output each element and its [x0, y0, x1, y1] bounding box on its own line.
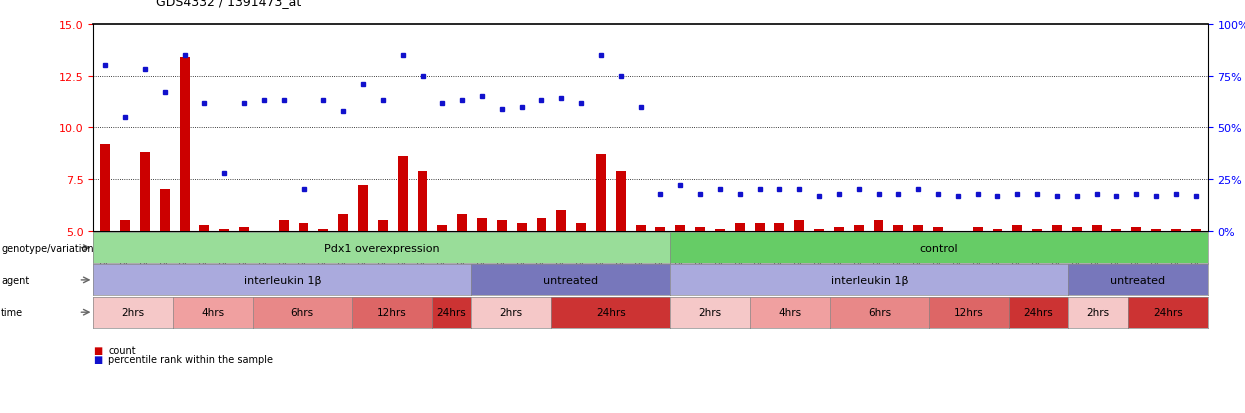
Bar [636, 225, 646, 231]
Bar [437, 225, 447, 231]
Bar [894, 225, 904, 231]
Text: 2hrs: 2hrs [698, 307, 722, 318]
Bar [239, 227, 249, 231]
Bar [199, 225, 209, 231]
Bar [179, 58, 189, 231]
Text: count: count [108, 346, 136, 356]
Text: 6hrs: 6hrs [291, 307, 314, 318]
Bar [1052, 225, 1062, 231]
Text: ■: ■ [93, 354, 102, 364]
Text: genotype/variation: genotype/variation [1, 243, 93, 253]
Bar [735, 223, 745, 231]
Bar [139, 153, 149, 231]
Bar [1132, 227, 1142, 231]
Text: percentile rank within the sample: percentile rank within the sample [108, 354, 274, 364]
Bar [457, 215, 467, 231]
Bar [537, 219, 547, 231]
Bar [655, 227, 665, 231]
Text: 4hrs: 4hrs [778, 307, 802, 318]
Bar [219, 229, 229, 231]
Bar [417, 171, 427, 231]
Bar [1112, 229, 1122, 231]
Bar [1092, 225, 1102, 231]
Text: Pdx1 overexpression: Pdx1 overexpression [324, 243, 439, 253]
Bar [101, 145, 111, 231]
Text: 12hrs: 12hrs [954, 307, 984, 318]
Bar [159, 190, 169, 231]
Bar [715, 229, 725, 231]
Bar [1172, 229, 1182, 231]
Bar [596, 155, 606, 231]
Bar [754, 223, 764, 231]
Bar [914, 225, 923, 231]
Bar [616, 171, 626, 231]
Text: interleukin 1β: interleukin 1β [244, 275, 321, 285]
Text: 6hrs: 6hrs [868, 307, 891, 318]
Bar [299, 223, 309, 231]
Bar [794, 221, 804, 231]
Text: 12hrs: 12hrs [377, 307, 407, 318]
Bar [339, 215, 349, 231]
Text: 4hrs: 4hrs [202, 307, 224, 318]
Bar [834, 227, 844, 231]
Bar [497, 221, 507, 231]
Bar [774, 223, 784, 231]
Text: control: control [920, 243, 959, 253]
Bar [933, 227, 942, 231]
Bar [814, 229, 824, 231]
Bar [378, 221, 387, 231]
Bar [992, 229, 1002, 231]
Bar [1032, 229, 1042, 231]
Text: 2hrs: 2hrs [122, 307, 144, 318]
Text: 2hrs: 2hrs [499, 307, 523, 318]
Text: 24hrs: 24hrs [1023, 307, 1053, 318]
Bar [397, 157, 407, 231]
Bar [972, 227, 982, 231]
Bar [517, 223, 527, 231]
Text: agent: agent [1, 275, 30, 285]
Bar [874, 221, 884, 231]
Text: ■: ■ [93, 346, 102, 356]
Text: untreated: untreated [1111, 275, 1165, 285]
Bar [279, 221, 289, 231]
Text: 24hrs: 24hrs [437, 307, 467, 318]
Bar [1012, 225, 1022, 231]
Text: 24hrs: 24hrs [1153, 307, 1183, 318]
Bar [1152, 229, 1162, 231]
Bar [576, 223, 586, 231]
Text: untreated: untreated [543, 275, 599, 285]
Bar [1190, 229, 1200, 231]
Bar [319, 229, 329, 231]
Text: GDS4332 / 1391473_at: GDS4332 / 1391473_at [156, 0, 301, 8]
Text: 24hrs: 24hrs [596, 307, 625, 318]
Text: interleukin 1β: interleukin 1β [830, 275, 908, 285]
Bar [854, 225, 864, 231]
Bar [359, 186, 369, 231]
Bar [675, 225, 685, 231]
Bar [1072, 227, 1082, 231]
Text: 2hrs: 2hrs [1087, 307, 1109, 318]
Text: time: time [1, 307, 24, 318]
Bar [477, 219, 487, 231]
Bar [557, 211, 566, 231]
Bar [120, 221, 129, 231]
Bar [695, 227, 705, 231]
